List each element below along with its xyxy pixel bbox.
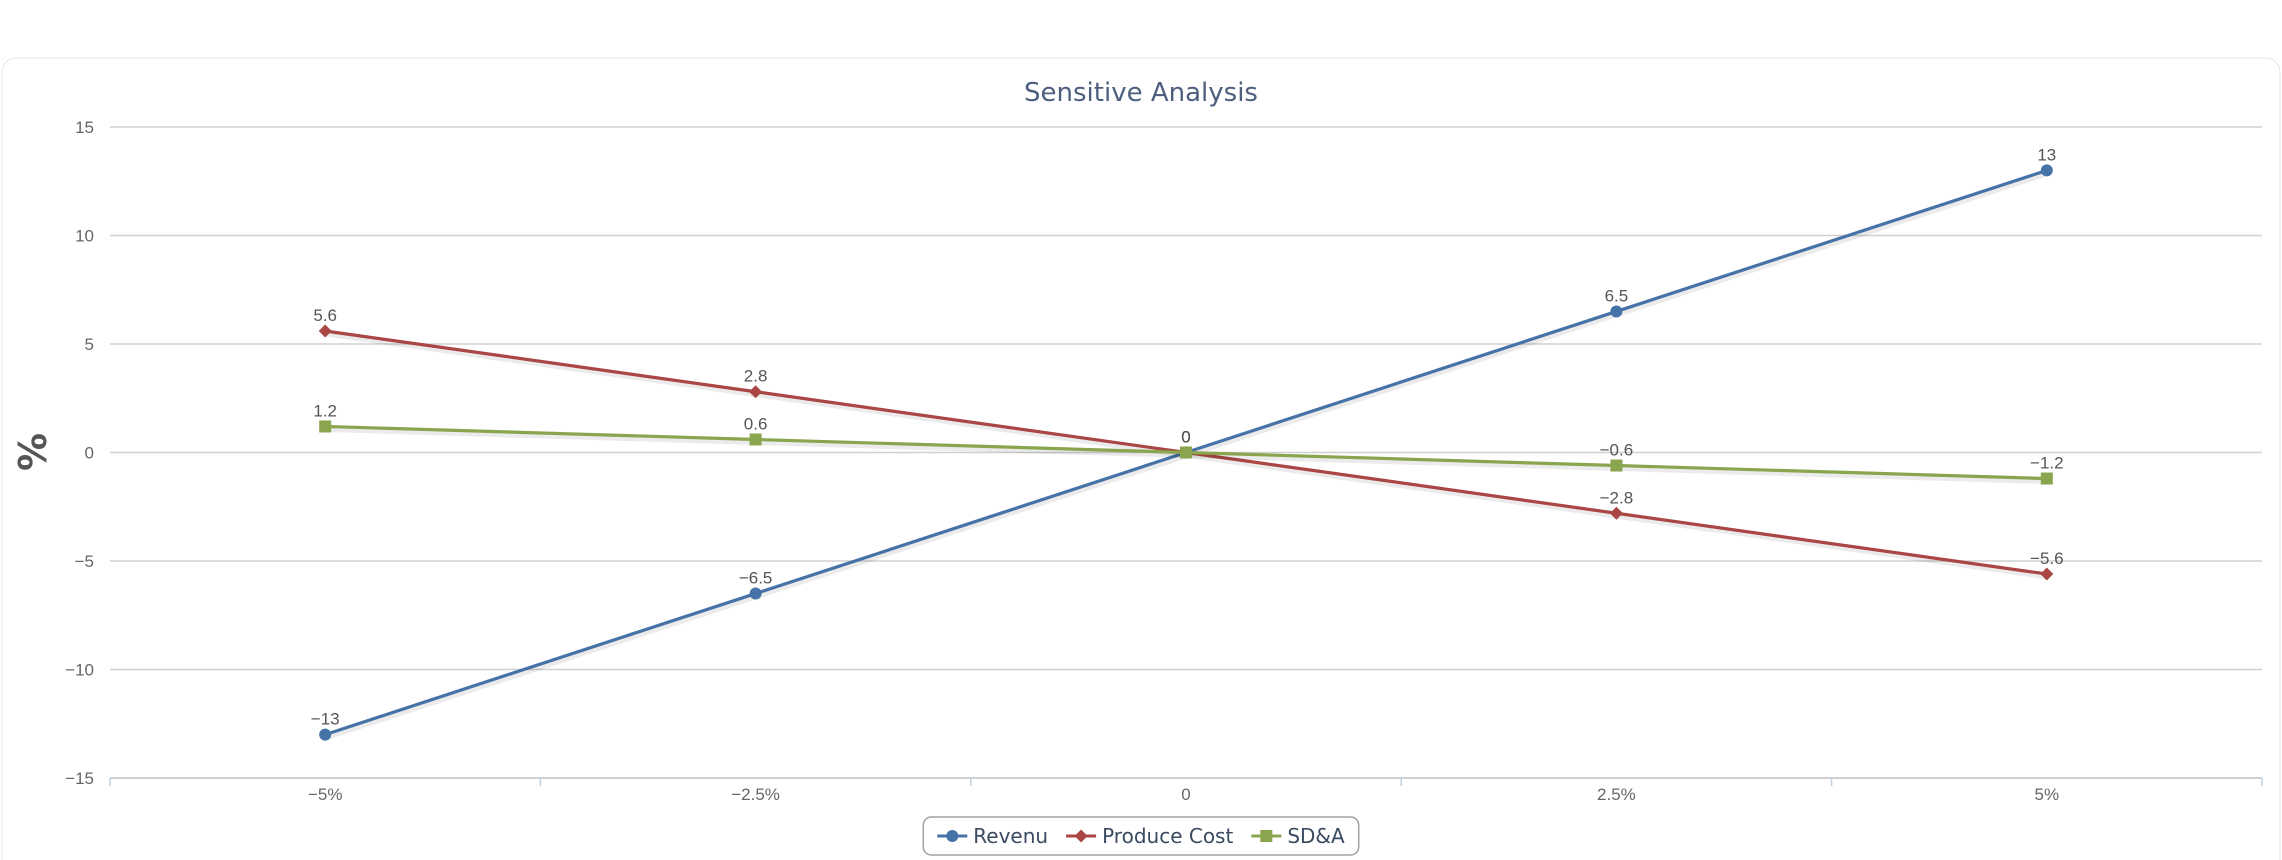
legend-label: Revenu	[973, 824, 1048, 848]
y-tick-label: 15	[75, 118, 94, 137]
data-label: −2.8	[1600, 488, 1634, 507]
data-label: −13	[311, 710, 340, 729]
y-tick-label: 10	[75, 227, 94, 246]
data-point	[1609, 506, 1623, 520]
data-label: 2.8	[744, 367, 768, 386]
y-tick-label: −15	[65, 769, 94, 788]
data-label: −5.6	[2030, 549, 2064, 568]
grid	[110, 126, 2262, 779]
legend: Revenu Produce Cost SD&A	[922, 816, 1360, 856]
data-point	[319, 420, 332, 433]
x-tick-label: 0	[1181, 785, 1190, 804]
y-tick-label: −10	[65, 661, 94, 680]
data-label: 13	[2037, 145, 2056, 164]
x-tick-label: −2.5%	[731, 785, 780, 804]
data-point	[1610, 459, 1623, 472]
chart-title: Sensitive Analysis	[1024, 78, 1258, 108]
data-point	[946, 830, 959, 842]
chart-border	[1, 57, 2281, 860]
data-label: 6.5	[1605, 286, 1629, 305]
legend-item[interactable]: Produce Cost	[1066, 824, 1233, 848]
x-tick-label: 5%	[2035, 785, 2060, 804]
data-label: 0	[1181, 428, 1190, 447]
data-point	[319, 728, 332, 741]
data-label: 1.2	[313, 401, 337, 420]
legend-label: Produce Cost	[1102, 824, 1233, 848]
data-point	[2040, 472, 2053, 485]
data-label: −0.6	[1600, 441, 1634, 460]
y-tick-label: 5	[85, 335, 94, 354]
data-label: 0	[1181, 428, 1190, 447]
data-label: 5.6	[313, 306, 337, 325]
legend-item[interactable]: Revenu	[937, 824, 1048, 848]
data-point	[749, 587, 762, 600]
x-tick-label: 2.5%	[1597, 785, 1636, 804]
data-point	[318, 324, 332, 338]
y-tick-label: −5	[75, 552, 94, 571]
series-sd-a	[319, 420, 2053, 485]
series	[318, 164, 2054, 741]
data-label: 0	[1181, 428, 1190, 447]
data-point	[749, 385, 763, 399]
data-point	[749, 433, 762, 446]
legend-item[interactable]: SD&A	[1251, 824, 1345, 848]
legend-box	[922, 816, 1360, 856]
legend-label: SD&A	[1287, 824, 1345, 848]
data-point	[1260, 830, 1273, 842]
data-point	[2040, 164, 2053, 177]
data-point	[2040, 567, 2054, 581]
data-labels: −13−6.506.5135.62.80−2.8−5.61.20.60−0.6−…	[311, 145, 2064, 728]
data-point	[1180, 446, 1192, 459]
data-label: 0.6	[744, 414, 768, 433]
y-axis-label: %	[11, 433, 55, 471]
data-label: −6.5	[739, 569, 773, 588]
axes: −15 −10 −5 0 5 10 15 −5% −2.5% 0 2.5% 5%	[65, 118, 2263, 804]
chart-frame	[1, 57, 2281, 860]
data-label: −1.2	[2030, 454, 2064, 473]
data-point	[1610, 305, 1623, 318]
x-tick-label: −5%	[308, 785, 343, 804]
data-point	[1074, 829, 1088, 843]
y-tick-label: 0	[85, 444, 94, 463]
